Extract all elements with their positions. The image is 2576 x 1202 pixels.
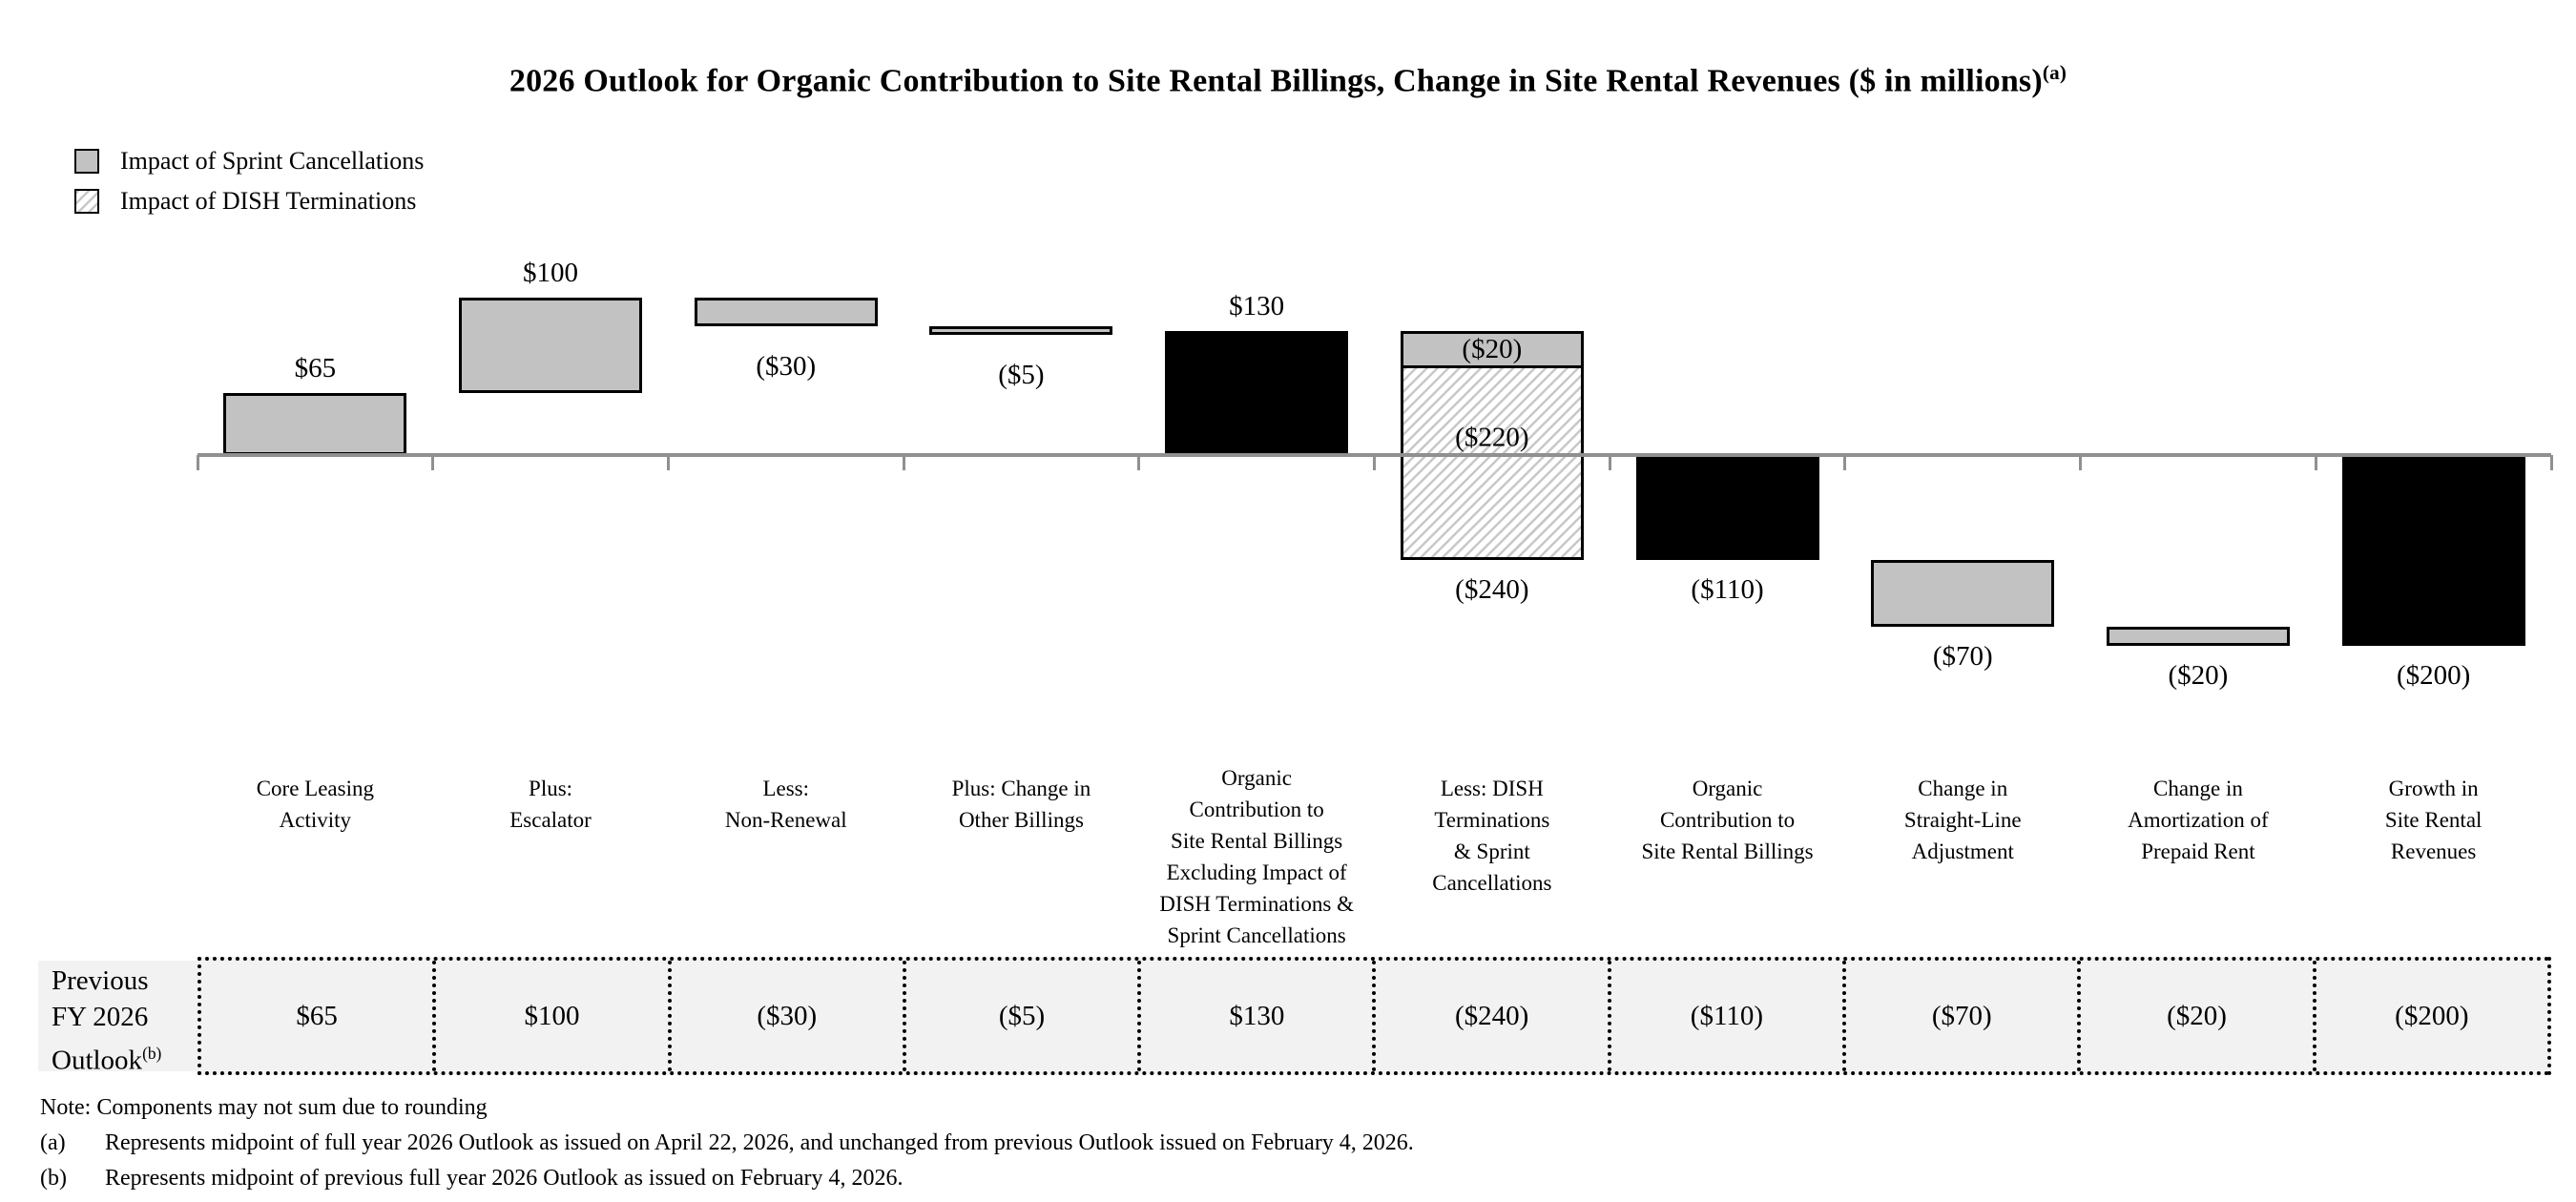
category-label: Core Leasing Activity <box>256 777 374 832</box>
waterfall-bar-segmented: ($20) ($220) <box>1400 331 1584 560</box>
outlook-table-cell: ($30) <box>667 961 903 1071</box>
x-axis-tick <box>196 455 199 470</box>
footnotes-block: Note: Components may not sum due to roun… <box>40 1090 2521 1196</box>
waterfall-bar <box>694 298 878 326</box>
bar-value-label: ($20) <box>2168 660 2229 691</box>
legend-item-dish-terminations: Impact of DISH Terminations <box>74 181 424 221</box>
footnote-a-label: (a) <box>40 1130 66 1155</box>
outlook-table-cell: ($20) <box>2077 961 2312 1071</box>
x-axis-tick <box>2079 455 2083 470</box>
x-axis-tick <box>666 455 670 470</box>
bar-value-label: ($110) <box>1691 574 1764 605</box>
category-label: Change in Amortization of Prepaid Rent <box>2128 777 2269 863</box>
waterfall-bar <box>1635 455 1819 560</box>
segment-value-label: ($220) <box>1455 422 1529 453</box>
table-header-line: Previous <box>52 965 149 996</box>
x-axis-tick <box>1843 455 1847 470</box>
outlook-table-cell: ($240) <box>1372 961 1607 1071</box>
x-axis-tick <box>1608 455 1611 470</box>
legend-item-sprint-cancellations: Impact of Sprint Cancellations <box>74 141 424 181</box>
waterfall-bar <box>223 393 407 455</box>
outlook-table-cell: ($110) <box>1607 961 1842 1071</box>
hatch-swatch-icon <box>74 189 99 214</box>
segment-value-label: ($20) <box>1462 334 1523 364</box>
category-label: Plus: Change in Other Billings <box>951 777 1091 832</box>
outlook-table-cell: ($200) <box>2312 961 2547 1071</box>
table-header-line: FY 2026 <box>52 1002 149 1032</box>
sprint-segment: ($20) <box>1402 334 1581 368</box>
category-label: Change in Straight-Line Adjustment <box>1903 777 2022 863</box>
bar-value-label: $65 <box>294 353 337 383</box>
rounding-note: Note: Components may not sum due to roun… <box>40 1095 488 1120</box>
x-axis-tick <box>431 455 435 470</box>
legend-label: Impact of DISH Terminations <box>120 187 417 215</box>
waterfall-bar <box>929 326 1113 335</box>
category-label: Less: Non-Renewal <box>724 777 847 832</box>
bar-value-label: $130 <box>1229 291 1285 321</box>
x-axis-tick <box>2314 455 2317 470</box>
legend-label: Impact of Sprint Cancellations <box>120 147 425 175</box>
bar-value-label: ($5) <box>998 360 1045 390</box>
category-label: Plus: Escalator <box>509 777 592 832</box>
waterfall-bar <box>1165 331 1349 455</box>
outlook-table-cell: ($5) <box>902 961 1137 1071</box>
bar-value-label: $100 <box>523 258 579 288</box>
x-axis-tick <box>1137 455 1141 470</box>
title-footnote-marker: (a) <box>2042 61 2067 84</box>
outlook-table-row-header: Previous FY 2026 Outlook(b) <box>38 961 197 1076</box>
footnote-a-text: Represents midpoint of full year 2026 Ou… <box>105 1130 1414 1155</box>
outlook-table-cell: ($70) <box>1842 961 2077 1071</box>
bar-value-label: ($240) <box>1455 574 1529 605</box>
bar-value-label: ($200) <box>2396 660 2471 691</box>
footnote-b: (b) Represents midpoint of previous full … <box>40 1161 2521 1196</box>
bar-value-label: ($70) <box>1932 641 1993 672</box>
x-axis-tick <box>2549 455 2553 470</box>
footnote-b-label: (b) <box>40 1166 67 1191</box>
bar-value-label: ($30) <box>756 351 817 382</box>
category-label: Organic Contribution to Site Rental Bill… <box>1159 766 1354 947</box>
waterfall-bar <box>2341 455 2525 646</box>
footnote-a: (a) Represents midpoint of full year 2026… <box>40 1126 2521 1161</box>
footnote-b-text: Represents midpoint of previous full yea… <box>105 1166 904 1191</box>
x-axis-tick <box>902 455 905 470</box>
outlook-table-cell: $130 <box>1137 961 1372 1071</box>
table-header-line: Outlook(b) <box>52 1044 162 1076</box>
outlook-table-row: $65 $100 ($30) ($5) $130 ($240) ($110) ($70) ($2… <box>197 957 2551 1075</box>
category-label: Organic Contribution to Site Rental Bill… <box>1641 777 1814 863</box>
category-label: Growth in Site Rental Revenues <box>2384 777 2483 863</box>
waterfall-bar <box>2106 627 2290 646</box>
dish-segment: ($220) <box>1402 368 1581 557</box>
category-label: Less: DISH Terminations & Sprint Cancell… <box>1432 777 1552 895</box>
outlook-table-cell: $100 <box>432 961 667 1071</box>
waterfall-bar <box>459 298 643 393</box>
table-footnote-marker: (b) <box>142 1044 162 1063</box>
chart-title: 2026 Outlook for Organic Contribution to… <box>0 61 2576 99</box>
legend: Impact of Sprint Cancellations Impact of… <box>74 141 424 221</box>
x-axis-tick <box>1373 455 1376 470</box>
waterfall-bar <box>1871 560 2055 627</box>
chart-title-text: 2026 Outlook for Organic Contribution to… <box>509 63 2043 99</box>
gray-swatch-icon <box>74 149 99 174</box>
outlook-table-cell: $65 <box>296 1000 338 1031</box>
